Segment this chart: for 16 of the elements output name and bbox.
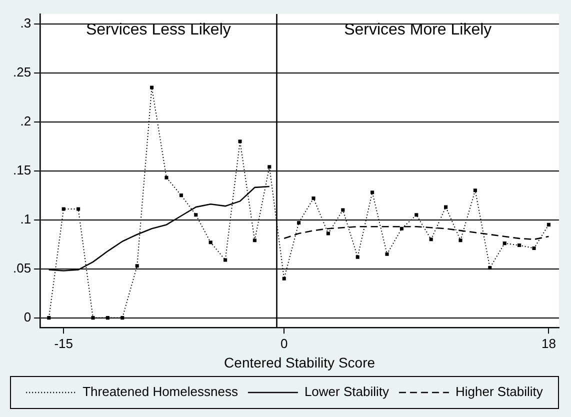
legend-label: Lower Stability — [304, 384, 390, 400]
annotation: Services More Likely — [344, 21, 492, 38]
x-tick-label: 0 — [280, 336, 288, 351]
annotation: Services Less Likely — [86, 21, 231, 38]
y-tick-label: .05 — [12, 260, 32, 276]
legend-label: Higher Stability — [455, 384, 544, 400]
y-tick-label: .2 — [20, 113, 32, 128]
x-tick-label: -15 — [54, 336, 73, 351]
y-tick-label: .15 — [12, 162, 32, 178]
x-axis-title: Centered Stability Score — [224, 354, 376, 370]
x-tick-label: 18 — [541, 336, 556, 351]
y-tick-label: .25 — [12, 64, 32, 80]
legend-label: Threatened Homelessness — [82, 384, 238, 400]
y-tick-label: 0 — [24, 309, 32, 324]
y-tick-label: .1 — [20, 211, 32, 226]
y-tick-label: .3 — [20, 15, 32, 30]
